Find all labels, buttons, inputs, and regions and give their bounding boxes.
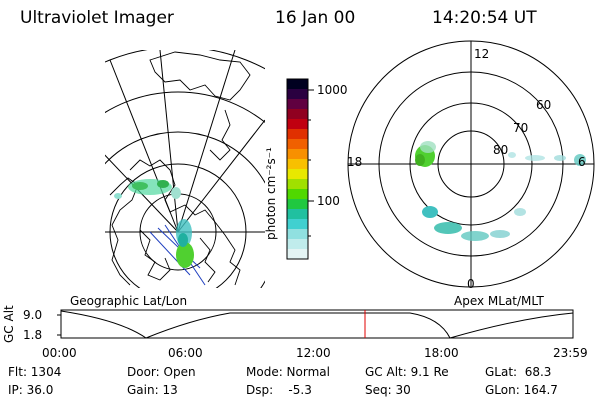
mlat-label-60: 60 (536, 98, 552, 112)
colorbar-tick-1000: 1000 (317, 83, 348, 97)
status-ip: IP: 36.0 (8, 383, 54, 397)
magnetic-panel-label: Apex MLat/MLT (454, 294, 544, 308)
altitude-xtick-0600: 06:00 (168, 346, 203, 360)
date-label: 16 Jan 00 (275, 8, 356, 28)
aurora-mag (415, 141, 586, 241)
status-dsp: Dsp: -5.3 (246, 383, 312, 397)
altitude-plot (57, 309, 574, 339)
mlt-label-18: 18 (347, 155, 363, 169)
status-seq: Seq: 30 (365, 383, 411, 397)
status-gc-alt: GC Alt: 9.1 Re (365, 365, 449, 379)
aurora-geo (114, 179, 194, 268)
colorbar-segment (287, 149, 308, 160)
geographic-panel-label: Geographic Lat/Lon (70, 294, 188, 308)
colorbar-segment (287, 109, 308, 120)
colorbar-segment (287, 169, 308, 180)
status-glon: GLon: 164.7 (485, 383, 558, 397)
colorbar-segment (287, 99, 308, 110)
colorbar-segment (287, 89, 308, 100)
time-label: 14:20:54 UT (432, 8, 537, 28)
colorbar-segment (287, 79, 308, 90)
geographic-map (105, 50, 265, 288)
altitude-ylabel: GC Alt (2, 305, 16, 343)
colorbar-segment (287, 159, 308, 170)
colorbar-tick-100: 100 (317, 194, 340, 208)
mlt-label-0: 0 (467, 277, 475, 291)
status-door: Door: Open (127, 365, 196, 379)
altitude-xtick-0000: 00:00 (42, 346, 77, 360)
colorbar-segment (287, 249, 308, 260)
colorbar-segment (287, 209, 308, 220)
altitude-ytick-9: 9.0 (23, 308, 43, 322)
status-gain: Gain: 13 (127, 383, 178, 397)
magnetic-polar-plot (347, 40, 595, 288)
altitude-xtick-1800: 18:00 (424, 346, 459, 360)
instrument-title: Ultraviolet Imager (20, 8, 174, 28)
colorbar-segment (287, 179, 308, 190)
colorbar-segment (287, 189, 308, 200)
colorbar-segment (287, 129, 308, 140)
mlat-label-70: 70 (513, 121, 529, 135)
colorbar-segment (287, 199, 308, 210)
status-flt: Flt: 1304 (8, 365, 62, 379)
altitude-xtick-2359: 23:59 (553, 346, 588, 360)
colorbar-segment (287, 119, 308, 130)
colorbar-unit-label: photon cm⁻²s⁻¹ (264, 147, 278, 240)
colorbar-segment (287, 219, 308, 230)
colorbar-segment (287, 139, 308, 150)
mlt-label-6: 6 (578, 155, 586, 169)
mlt-label-12: 12 (474, 47, 490, 61)
colorbar (287, 79, 308, 260)
altitude-ytick-1-8: 1.8 (23, 328, 43, 342)
status-glat: GLat: 68.3 (485, 365, 552, 379)
mlat-label-80: 80 (493, 143, 509, 157)
colorbar-segment (287, 239, 308, 250)
altitude-xtick-1200: 12:00 (296, 346, 331, 360)
colorbar-segment (287, 229, 308, 240)
status-mode: Mode: Normal (246, 365, 330, 379)
